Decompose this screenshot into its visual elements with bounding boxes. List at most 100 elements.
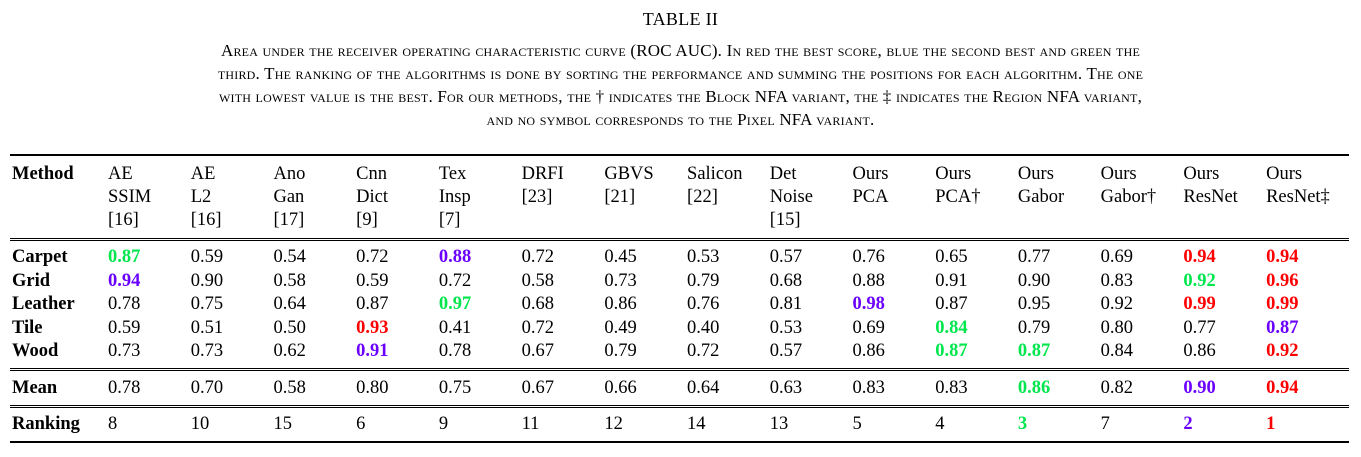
column-header: Ours ResNet xyxy=(1183,163,1266,232)
table-cell: 0.88 xyxy=(438,247,472,267)
column-header-line: PCA† xyxy=(935,187,981,207)
table-cell: 0.58 xyxy=(273,378,306,398)
table-cell: 0.57 xyxy=(769,247,803,267)
table-cell: 0.59 xyxy=(356,270,389,291)
column-header: Ours PCA† xyxy=(935,163,1018,232)
table-cell: 0.72 xyxy=(521,317,554,338)
column-header-line xyxy=(1018,209,1101,232)
column-header-line: Insp xyxy=(438,187,471,207)
column-header-line xyxy=(1183,209,1266,232)
header-rule-double xyxy=(10,240,1349,241)
column-header-line: [23] xyxy=(521,187,553,207)
table-cell: 0.79 xyxy=(687,270,720,291)
column-header: Ours Gabor† xyxy=(1101,163,1184,232)
column-header: Salicon [22] xyxy=(687,163,770,232)
caption-line: with lowest value is the best. For our m… xyxy=(218,87,1143,106)
table-cell: 0.99 xyxy=(1183,294,1216,314)
body-rule xyxy=(10,368,1349,369)
table-cell: 0.99 xyxy=(1266,294,1299,314)
table-cell: 0.93 xyxy=(356,317,389,338)
column-header-line: DRFI xyxy=(521,164,564,184)
table-cell: 0.68 xyxy=(769,270,803,291)
table-cell: 0.63 xyxy=(769,378,803,398)
table-cell: 0.91 xyxy=(356,341,389,361)
table-cell: 0.59 xyxy=(108,317,141,338)
column-header-line: Noise xyxy=(769,187,813,207)
table-cell: 0.87 xyxy=(108,247,141,267)
table-cell: 0.90 xyxy=(190,270,224,291)
table-cell: 0.78 xyxy=(108,378,141,398)
column-header: Ours PCA xyxy=(852,163,935,232)
table-row: Mean 0.78 0.70 0.58 0.80 0.75 0.67 0.66 0.64 0.63… xyxy=(12,377,1349,401)
table-cell: 0.80 xyxy=(1100,317,1134,338)
table-cell: 0.97 xyxy=(438,294,472,314)
column-header-line xyxy=(1101,209,1184,232)
column-header: Ours ResNet‡ xyxy=(1266,163,1349,232)
column-header-line: Ours xyxy=(1017,164,1054,184)
table-cell: 0.69 xyxy=(1100,247,1134,267)
row-label: Leather xyxy=(12,294,75,314)
column-header-line: Gan xyxy=(273,187,305,207)
column-header-line: [15] xyxy=(769,210,801,230)
table-cell: 0.64 xyxy=(273,294,306,314)
table-cell: 0.86 xyxy=(604,294,637,314)
table-cell: 0.94 xyxy=(108,270,141,291)
table-cell: 15 xyxy=(273,414,292,434)
table-cell: 0.84 xyxy=(1100,341,1134,361)
column-header-line xyxy=(935,209,1018,232)
table-cell: 9 xyxy=(438,414,449,434)
table-cell: 0.59 xyxy=(190,247,224,267)
table-cell: 0.88 xyxy=(852,270,885,291)
table-cell: 0.77 xyxy=(1183,317,1216,338)
column-header-line xyxy=(604,209,687,232)
table-cell: 0.75 xyxy=(438,378,472,398)
table-cell: 0.51 xyxy=(190,317,224,338)
table-cell: 0.87 xyxy=(1017,341,1051,361)
top-rule xyxy=(10,154,1349,156)
column-header-line: [21] xyxy=(604,187,636,207)
table-cell: 0.86 xyxy=(1183,341,1216,361)
mean-rule-double xyxy=(10,407,1349,408)
table-cell: 0.91 xyxy=(935,270,968,291)
table-row: Leather 0.78 0.75 0.64 0.87 0.97 0.68 0.86 0.76 0… xyxy=(12,293,1349,317)
table-cell: 0.98 xyxy=(852,294,885,314)
table-cell: 0.53 xyxy=(687,247,720,267)
table-cell: 0.40 xyxy=(687,317,720,338)
results-table-section: Method AE SSIM [16] AE L2 [16] Ano Gan [17] Cnn Dic… xyxy=(12,163,1349,232)
table-cell: 0.58 xyxy=(521,270,554,291)
table-cell: 0.83 xyxy=(1100,270,1134,291)
table-cell: 0.49 xyxy=(604,317,637,338)
header-row: Method AE SSIM [16] AE L2 [16] Ano Gan [17] Cnn Dic… xyxy=(12,163,1349,232)
table-cell: 7 xyxy=(1100,414,1110,434)
table-cell: 2 xyxy=(1183,414,1193,434)
column-header-line: Ours xyxy=(852,164,889,184)
row-label: Carpet xyxy=(12,247,68,267)
table-cell: 0.58 xyxy=(273,270,306,291)
table-cell: 0.92 xyxy=(1183,270,1216,291)
table-cell: 11 xyxy=(521,414,540,434)
column-header-line: ResNet‡ xyxy=(1266,187,1330,207)
table-cell: 0.86 xyxy=(1017,378,1051,398)
table-cell: 0.94 xyxy=(1266,247,1299,267)
row-label: Grid xyxy=(12,270,51,291)
column-header: AE SSIM [16] xyxy=(108,163,191,232)
table-cell: 0.90 xyxy=(1017,270,1051,291)
table-cell: 0.87 xyxy=(1266,317,1299,338)
column-header-line: Tex xyxy=(438,164,467,184)
table-cell: 0.68 xyxy=(521,294,554,314)
column-header: AE L2 [16] xyxy=(191,163,274,232)
table-cell: 0.82 xyxy=(1100,378,1134,398)
table-cell: 14 xyxy=(687,414,706,434)
header-rule xyxy=(10,238,1349,239)
column-header-line: [7] xyxy=(438,210,461,230)
column-header-line: Ours xyxy=(1183,164,1220,184)
column-header-line: [22] xyxy=(687,187,718,207)
table-cell: 0.87 xyxy=(935,294,968,314)
table-cell: 0.78 xyxy=(438,341,472,361)
column-header: GBVS [21] xyxy=(604,163,687,232)
table-row: Tile 0.59 0.51 0.50 0.93 0.41 0.72 0.49 0.40 0.53… xyxy=(12,317,1349,341)
table-cell: 0.65 xyxy=(935,247,968,267)
column-header-line: PCA xyxy=(852,187,889,207)
row-label: Wood xyxy=(12,341,59,361)
table-cell: 0.79 xyxy=(604,341,637,361)
